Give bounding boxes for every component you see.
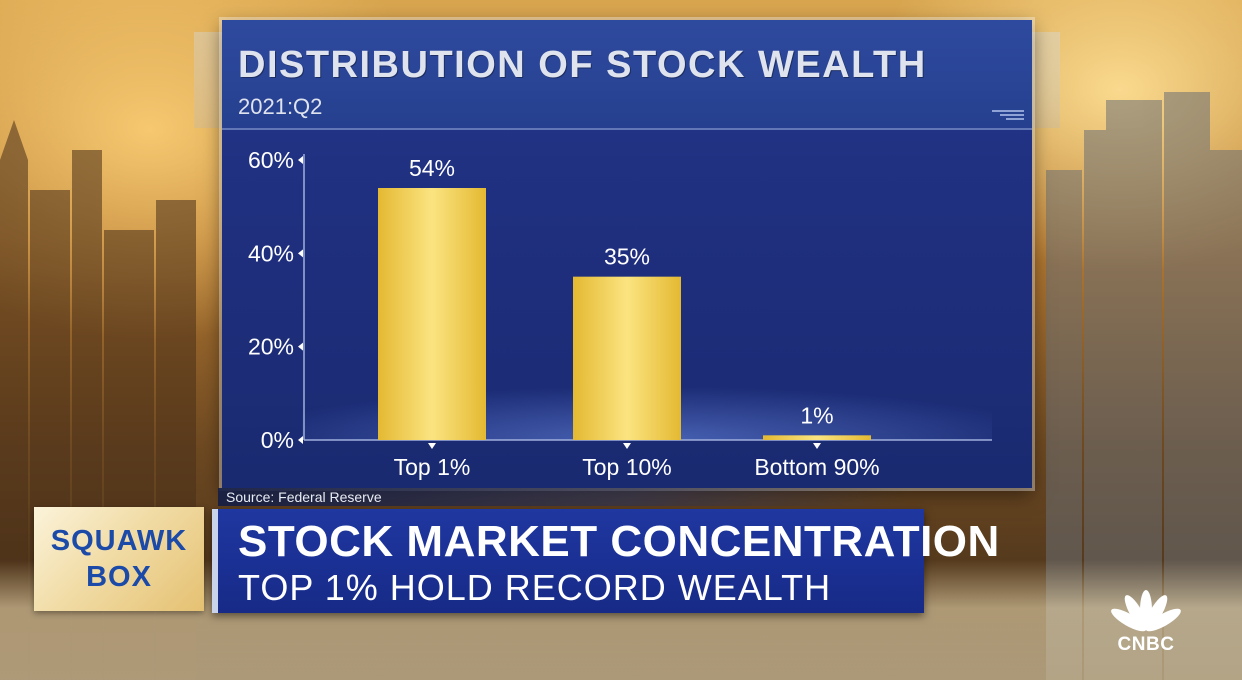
y-tick-mark: [298, 156, 303, 164]
show-logo: SQUAWK BOX: [34, 507, 204, 611]
source-bar: Source: Federal Reserve: [218, 488, 908, 506]
peacock-icon: [1111, 590, 1181, 632]
y-tick-label: 40%: [248, 240, 294, 266]
y-tick-label: 20%: [248, 334, 294, 360]
data-label: 35%: [604, 244, 650, 270]
bar: [573, 276, 681, 440]
subheadline: TOP 1% HOLD RECORD WEALTH: [238, 567, 832, 608]
chart-title: DISTRIBUTION OF STOCK WEALTH: [238, 44, 927, 86]
chart-subtitle: 2021:Q2: [238, 94, 323, 119]
show-logo-line-1: SQUAWK: [50, 525, 188, 557]
chart-panel: DISTRIBUTION OF STOCK WEALTH 2021:Q2 0% 2…: [222, 20, 1032, 488]
network-name: CNBC: [1117, 634, 1175, 655]
header-decoration: [992, 110, 1024, 120]
bar-chart: 0% 20% 40% 60% 54% Top 1% 35% Top 10% 1% Bottom …: [248, 147, 992, 480]
data-label: 1%: [800, 402, 833, 428]
x-tick-label: Top 10%: [582, 454, 672, 480]
chart-header: DISTRIBUTION OF STOCK WEALTH 2021:Q2: [222, 20, 1032, 130]
x-tick-mark: [813, 443, 821, 449]
data-label: 54%: [409, 155, 455, 181]
y-tick-mark: [298, 436, 303, 444]
source-text: Source: Federal Reserve: [226, 489, 382, 505]
y-tick-label: 60%: [248, 147, 294, 173]
show-logo-line-2: BOX: [86, 561, 152, 593]
network-logo: CNBC: [1104, 588, 1188, 658]
y-tick-mark: [298, 342, 303, 351]
lower-third-banner: STOCK MARKET CONCENTRATION TOP 1% HOLD R…: [212, 509, 999, 613]
x-tick-label: Bottom 90%: [754, 454, 879, 480]
x-tick-label: Top 1%: [394, 454, 471, 480]
bar: [763, 435, 871, 440]
headline: STOCK MARKET CONCENTRATION: [238, 517, 1000, 566]
y-tick-mark: [298, 249, 303, 258]
y-tick-label: 0%: [261, 427, 294, 453]
bar: [378, 188, 486, 440]
x-tick-mark: [428, 443, 436, 449]
x-tick-mark: [623, 443, 631, 449]
